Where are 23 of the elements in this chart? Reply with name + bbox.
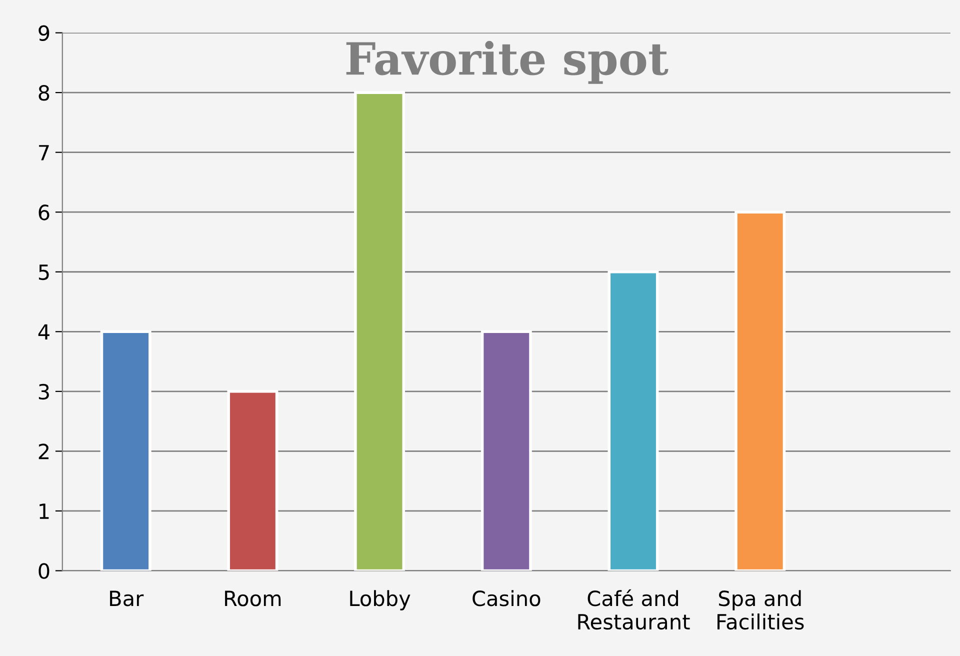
- x-tick-label: Café and Restaurant: [578, 589, 690, 630]
- bar: [354, 91, 406, 571]
- y-tick-label: 0: [38, 563, 50, 579]
- y-tick-label: 2: [38, 444, 49, 460]
- y-tick-label: 5: [38, 264, 49, 280]
- y-tick-label: 8: [38, 85, 50, 101]
- y-tick-label: 1: [40, 504, 49, 519]
- x-tick-label: Casino: [472, 590, 540, 606]
- bar: [480, 330, 532, 571]
- x-tick-label: Bar: [110, 590, 144, 606]
- y-tick-label: 6: [38, 204, 50, 220]
- x-tick-label: Lobby: [350, 590, 410, 610]
- bar: [734, 210, 786, 571]
- bar: [227, 390, 278, 571]
- y-tick-label: 9: [38, 25, 50, 42]
- x-tick-label: Spa and Facilities: [718, 590, 804, 630]
- y-tick-label: 7: [39, 145, 49, 160]
- y-tick-label: 4: [38, 324, 50, 340]
- chart-title: Favorite spot: [346, 40, 668, 84]
- bar: [608, 270, 659, 571]
- x-tick-label: Room: [225, 590, 281, 606]
- bar: [100, 330, 152, 571]
- y-tick-label: 3: [38, 384, 49, 400]
